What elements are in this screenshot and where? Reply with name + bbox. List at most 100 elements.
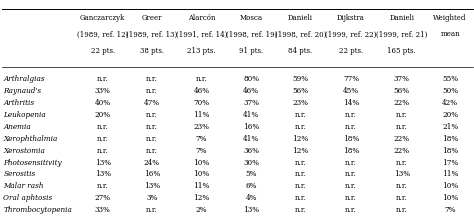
Text: 12%: 12%	[292, 135, 309, 143]
Text: Anemia: Anemia	[3, 123, 31, 131]
Text: n.r.: n.r.	[97, 182, 109, 190]
Text: 16%: 16%	[144, 170, 160, 178]
Text: 22%: 22%	[394, 135, 410, 143]
Text: 56%: 56%	[394, 87, 410, 95]
Text: 80%: 80%	[243, 75, 259, 83]
Text: 22 pts.: 22 pts.	[91, 47, 115, 55]
Text: n.r.: n.r.	[97, 123, 109, 131]
Text: (1999, ref. 22): (1999, ref. 22)	[325, 30, 377, 38]
Text: 213 pts.: 213 pts.	[187, 47, 216, 55]
Text: Xerostomia: Xerostomia	[3, 147, 45, 155]
Text: n.r.: n.r.	[345, 111, 357, 119]
Text: 77%: 77%	[343, 75, 359, 83]
Text: 13%: 13%	[144, 182, 160, 190]
Text: Oral aphtosis: Oral aphtosis	[3, 194, 53, 202]
Text: Alarcón: Alarcón	[188, 14, 215, 22]
Text: Photosensitivity: Photosensitivity	[3, 159, 62, 167]
Text: 23%: 23%	[292, 99, 308, 107]
Text: n.r.: n.r.	[146, 111, 157, 119]
Text: (1998, ref. 20): (1998, ref. 20)	[274, 30, 326, 38]
Text: 20%: 20%	[95, 111, 111, 119]
Text: (1989, ref. 13): (1989, ref. 13)	[126, 30, 177, 38]
Text: 22%: 22%	[394, 147, 410, 155]
Text: Raynaud's: Raynaud's	[3, 87, 41, 95]
Text: 18%: 18%	[442, 147, 458, 155]
Text: 20%: 20%	[442, 111, 458, 119]
Text: n.r.: n.r.	[396, 206, 408, 214]
Text: 41%: 41%	[243, 135, 259, 143]
Text: 3%: 3%	[146, 194, 157, 202]
Text: 55%: 55%	[442, 75, 458, 83]
Text: n.r.: n.r.	[294, 123, 306, 131]
Text: n.r.: n.r.	[345, 206, 357, 214]
Text: 46%: 46%	[193, 87, 210, 95]
Text: 37%: 37%	[243, 99, 259, 107]
Text: 40%: 40%	[95, 99, 111, 107]
Text: Greer: Greer	[141, 14, 162, 22]
Text: (1998, ref. 19): (1998, ref. 19)	[226, 30, 277, 38]
Text: 165 pts.: 165 pts.	[387, 47, 416, 55]
Text: 13%: 13%	[95, 159, 111, 167]
Text: Arthralgias: Arthralgias	[3, 75, 45, 83]
Text: 70%: 70%	[193, 99, 210, 107]
Text: Danieli: Danieli	[389, 14, 414, 22]
Text: n.r.: n.r.	[345, 170, 357, 178]
Text: 10%: 10%	[442, 194, 458, 202]
Text: 23%: 23%	[193, 123, 210, 131]
Text: 13%: 13%	[394, 170, 410, 178]
Text: 10%: 10%	[442, 182, 458, 190]
Text: Serositis: Serositis	[3, 170, 36, 178]
Text: 50%: 50%	[442, 87, 458, 95]
Text: Arthritis: Arthritis	[3, 99, 35, 107]
Text: n.r.: n.r.	[146, 206, 157, 214]
Text: Weighted: Weighted	[433, 14, 467, 22]
Text: n.r.: n.r.	[345, 159, 357, 167]
Text: n.r.: n.r.	[294, 206, 306, 214]
Text: Thrombocytopenia: Thrombocytopenia	[3, 206, 72, 214]
Text: n.r.: n.r.	[345, 123, 357, 131]
Text: 11%: 11%	[193, 182, 210, 190]
Text: 47%: 47%	[144, 99, 160, 107]
Text: 5%: 5%	[246, 170, 257, 178]
Text: 22 pts.: 22 pts.	[339, 47, 363, 55]
Text: (1991, ref. 14): (1991, ref. 14)	[176, 30, 227, 38]
Text: n.r.: n.r.	[396, 159, 408, 167]
Text: (1999, ref. 21): (1999, ref. 21)	[376, 30, 428, 38]
Text: Leukopenia: Leukopenia	[3, 111, 46, 119]
Text: 11%: 11%	[193, 111, 210, 119]
Text: n.r.: n.r.	[396, 123, 408, 131]
Text: 45%: 45%	[343, 87, 359, 95]
Text: n.r.: n.r.	[294, 194, 306, 202]
Text: 30%: 30%	[243, 159, 259, 167]
Text: 6%: 6%	[246, 182, 257, 190]
Text: 12%: 12%	[193, 194, 210, 202]
Text: Dijkstra: Dijkstra	[337, 14, 365, 22]
Text: 21%: 21%	[442, 123, 458, 131]
Text: n.r.: n.r.	[97, 147, 109, 155]
Text: 37%: 37%	[394, 75, 410, 83]
Text: 84 pts.: 84 pts.	[288, 47, 312, 55]
Text: 42%: 42%	[442, 99, 458, 107]
Text: n.r.: n.r.	[294, 182, 306, 190]
Text: 56%: 56%	[292, 87, 309, 95]
Text: 12%: 12%	[292, 147, 309, 155]
Text: 2%: 2%	[196, 206, 207, 214]
Text: n.r.: n.r.	[146, 135, 157, 143]
Text: n.r.: n.r.	[396, 182, 408, 190]
Text: 18%: 18%	[343, 147, 359, 155]
Text: 27%: 27%	[95, 194, 111, 202]
Text: 36%: 36%	[243, 147, 259, 155]
Text: n.r.: n.r.	[146, 123, 157, 131]
Text: 38 pts.: 38 pts.	[140, 47, 164, 55]
Text: n.r.: n.r.	[97, 135, 109, 143]
Text: 18%: 18%	[343, 135, 359, 143]
Text: 7%: 7%	[444, 206, 456, 214]
Text: 18%: 18%	[442, 135, 458, 143]
Text: 17%: 17%	[442, 159, 458, 167]
Text: 7%: 7%	[196, 147, 207, 155]
Text: 11%: 11%	[442, 170, 458, 178]
Text: 13%: 13%	[243, 206, 259, 214]
Text: n.r.: n.r.	[294, 111, 306, 119]
Text: n.r.: n.r.	[294, 170, 306, 178]
Text: n.r.: n.r.	[97, 75, 109, 83]
